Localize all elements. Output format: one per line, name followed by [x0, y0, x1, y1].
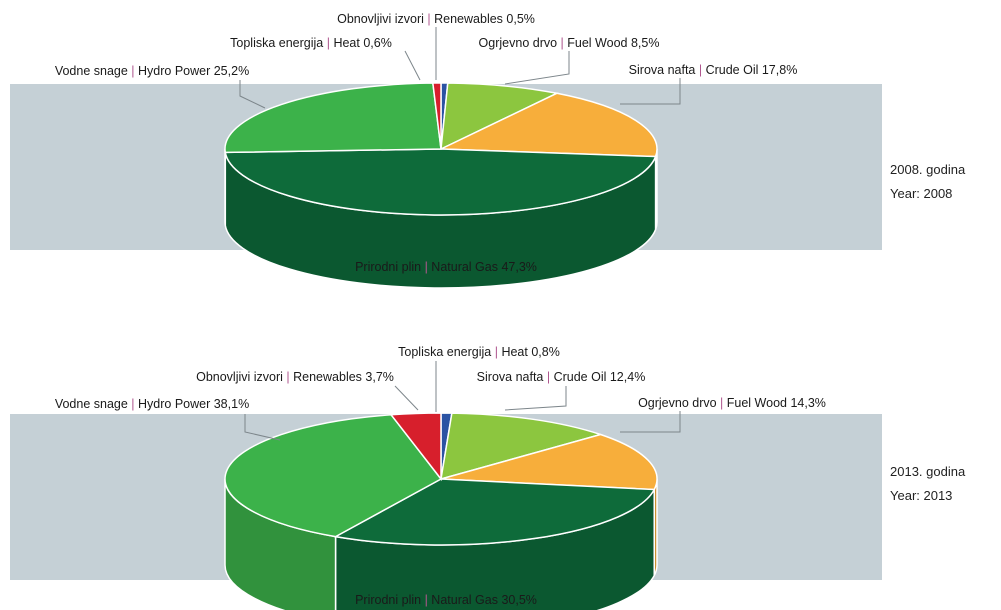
pie-chart-1: Obnovljivi izvori | Renewables 0,5% Ogrje… [10, 12, 966, 289]
label-separator: | [286, 370, 289, 384]
slice-name-hr: Vodne snage [55, 64, 131, 78]
slice-value-label: 38,1% [214, 397, 249, 411]
slice-label-2-1: Topliska energija | Heat 0,8% [398, 345, 560, 359]
pie-slice-2-4 [333, 478, 656, 546]
slice-name-en: Heat [498, 345, 531, 359]
label-separator: | [699, 63, 702, 77]
year-label-en-1: Year: 2008 [890, 186, 952, 201]
leader-line-2-6 [394, 385, 419, 411]
slice-value-label: 0,6% [363, 36, 392, 50]
slice-name-hr: Obnovljivi izvori [196, 370, 286, 384]
pie-slice-2-3 [440, 433, 658, 491]
label-separator: | [561, 36, 564, 50]
label-separator: | [720, 396, 723, 410]
slice-name-en: Renewables [290, 370, 366, 384]
slice-name-hr: Prirodni plin [355, 593, 424, 607]
slice-value-label: 8,5% [631, 36, 660, 50]
slice-name-en: Fuel Wood [723, 396, 790, 410]
leader-line-1-3 [620, 78, 681, 105]
slice-name-hr: Ogrjevno drvo [479, 36, 561, 50]
label-separator: | [427, 12, 430, 26]
pie-slice-1-2 [440, 82, 560, 151]
slice-label-2-3: Ogrjevno drvo | Fuel Wood 14,3% [638, 396, 826, 410]
label-separator: | [425, 260, 428, 274]
slice-label-1-3: Sirova nafta | Crude Oil 17,8% [629, 63, 798, 77]
slice-value-label: 0,8% [531, 345, 560, 359]
slice-value-label: 12,4% [610, 370, 645, 384]
pie-slice-2-5 [224, 414, 443, 538]
slice-label-1-1: Obnovljivi izvori | Renewables 0,5% [337, 12, 535, 26]
slice-name-hr: Obnovljivi izvori [337, 12, 427, 26]
leader-line-1-2 [504, 51, 570, 85]
slice-value-label: 14,3% [790, 396, 825, 410]
label-separator: | [495, 345, 498, 359]
pie-slice-1-6 [432, 82, 442, 150]
slice-name-hr: Vodne snage [55, 397, 131, 411]
slice-name-hr: Ogrjevno drvo [638, 396, 720, 410]
slice-name-en: Hydro Power [135, 397, 214, 411]
slice-name-en: Crude Oil [702, 63, 762, 77]
slice-name-en: Renewables [431, 12, 507, 26]
label-separator: | [425, 593, 428, 607]
slice-label-2-5: Vodne snage | Hydro Power 38,1% [55, 397, 249, 411]
slice-name-en: Hydro Power [135, 64, 214, 78]
pie-slice-1-4 [224, 148, 657, 216]
slice-value-label: 17,8% [762, 63, 797, 77]
slice-label-1-4: Prirodni plin | Natural Gas 47,3% [355, 260, 537, 274]
label-separator: | [131, 397, 134, 411]
slice-name-hr: Topliska energija [398, 345, 495, 359]
year-label-en-2: Year: 2013 [890, 488, 952, 503]
pie-slice-2-2 [440, 412, 604, 481]
slice-name-en: Fuel Wood [564, 36, 631, 50]
slice-name-en: Natural Gas [428, 593, 502, 607]
pie-slice-1-3 [440, 92, 658, 158]
slice-name-hr: Sirova nafta [629, 63, 699, 77]
slice-label-1-6: Topliska energija | Heat 0,6% [230, 36, 392, 50]
label-separator: | [327, 36, 330, 50]
slice-label-2-6: Obnovljivi izvori | Renewables 3,7% [196, 370, 394, 384]
pie-slice-2-6 [389, 412, 442, 482]
slice-value-label: 3,7% [365, 370, 394, 384]
slice-label-2-4: Prirodni plin | Natural Gas 30,5% [355, 593, 537, 607]
year-label-hr-2: 2013. godina [890, 464, 966, 479]
pie-chart-2: Topliska energija | Heat 0,8% Sirova naft… [10, 345, 966, 610]
slice-label-1-5: Vodne snage | Hydro Power 25,2% [55, 64, 249, 78]
leader-line-2-5 [244, 414, 281, 441]
leader-line-1-5 [239, 80, 266, 109]
slice-name-hr: Prirodni plin [355, 260, 424, 274]
slice-value-label: 47,3% [501, 260, 536, 274]
slice-name-en: Natural Gas [428, 260, 502, 274]
leader-line-2-3 [620, 411, 681, 433]
label-separator: | [547, 370, 550, 384]
slice-value-label: 25,2% [214, 64, 249, 78]
pie-slice-1-5 [224, 82, 442, 154]
label-separator: | [131, 64, 134, 78]
slice-value-label: 0,5% [506, 12, 535, 26]
slice-name-en: Crude Oil [550, 370, 610, 384]
year-label-hr-1: 2008. godina [890, 162, 966, 177]
slice-label-1-2: Ogrjevno drvo | Fuel Wood 8,5% [479, 36, 660, 50]
slice-label-2-2: Sirova nafta | Crude Oil 12,4% [477, 370, 646, 384]
slice-name-en: Heat [330, 36, 363, 50]
leader-line-2-2 [504, 386, 567, 411]
slice-name-hr: Topliska energija [230, 36, 327, 50]
leader-line-1-6 [404, 50, 421, 81]
slice-value-label: 30,5% [501, 593, 536, 607]
slice-name-hr: Sirova nafta [477, 370, 547, 384]
